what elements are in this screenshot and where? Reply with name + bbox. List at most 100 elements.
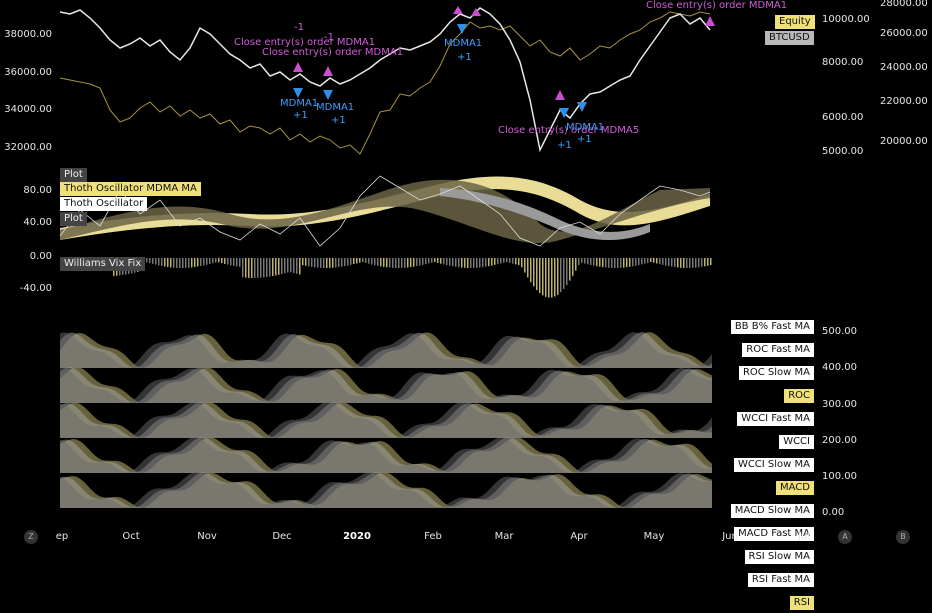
vix-bar [446,258,448,266]
price-tick: 38000.00 [4,29,52,40]
qty-plus: +1 [557,140,572,151]
vix-bar [173,258,175,268]
vix-bar [632,258,634,267]
vix-bar [635,258,637,266]
indicator-wave [60,472,712,508]
legend-rsi: RSI [789,596,814,610]
vix-bar [425,258,427,265]
vix-bar [542,258,544,296]
x-tick: ep [55,531,69,542]
vix-bar [308,258,310,267]
vix-bar [380,258,382,267]
vix-bar [695,258,697,268]
vix-bar [191,258,193,268]
vix-bar [332,258,334,268]
vix-bar [599,258,601,267]
vix-bar [452,258,454,267]
vix-bar [149,258,151,264]
x-tick: Apr [570,531,588,542]
vix-bar [587,258,589,265]
legend-wcci-slow: WCCI Slow MA [733,458,814,472]
bottom-tick: 100.00 [822,471,857,482]
vix-bar [257,258,259,278]
plot-legend: Plot [60,168,87,182]
vix-bar [629,258,631,267]
vix-bar [650,258,652,263]
vix-bar [281,258,283,275]
qty-plus: +1 [457,52,472,63]
vix-bar [677,258,679,268]
vix-bar [605,258,607,268]
vix-bar [320,258,322,268]
vix-bar [503,258,505,263]
vix-bar [296,258,298,274]
vix-bar [647,258,649,263]
vix-bar [368,258,370,264]
vix-bar [680,258,682,268]
vix-bar [311,258,313,267]
vix-bar [206,258,208,265]
sell-marker [471,8,481,16]
vix-bar [626,258,628,268]
vix-bar [197,258,199,267]
vix-bar [386,258,388,268]
vix-bar [374,258,376,266]
vix-bar [545,258,547,297]
vix-bar [314,258,316,268]
btc-tick: 20000.00 [880,136,928,147]
vix-bar [290,258,292,273]
vix-bar [263,258,265,278]
auto-scale-button[interactable]: A [838,530,852,544]
vix-bar [278,258,280,275]
vix-bar [662,258,664,265]
vix-bar [230,258,232,266]
vix-bar [710,258,712,266]
x-tick: 2020 [343,531,371,542]
vix-bar [239,258,241,267]
bottom-tick: 200.00 [822,435,857,446]
vix-bar [305,258,307,266]
vix-bar [158,258,160,266]
legend-bb-fast: BB B% Fast MA [730,320,814,334]
indicator-wave [60,402,712,438]
x-tick: Jun [722,531,738,542]
buy-marker [457,24,467,34]
vix-bar [554,258,556,297]
vix-bar [611,258,613,268]
vix-bar [488,258,490,267]
vix-bar [572,258,574,276]
vix-bar [656,258,658,264]
vix-bar [362,258,364,263]
vix-bar [350,258,352,265]
vix-bar [689,258,691,268]
vix-bar [458,258,460,268]
vix-bar [623,258,625,268]
x-tick: May [643,531,665,542]
legend-macd: MACD [776,481,814,495]
vix-bar [251,258,253,278]
vix-bar [269,258,271,277]
osc-ribbon-dark [60,179,710,244]
vix-bar [533,258,535,287]
osc-tick: 0.00 [29,251,52,262]
qty-minus: -1 [324,32,334,43]
timezone-button[interactable]: Z [24,530,38,544]
sell-marker [705,16,715,26]
vix-bar [365,258,367,263]
vix-bar [704,258,706,267]
vix-bar [548,258,550,298]
vix-bar [593,258,595,266]
x-tick: Jul [797,531,811,542]
log-scale-button[interactable]: B [896,530,910,544]
vix-bar [692,258,694,268]
legend-macd-fast: MACD Fast MA [734,527,814,541]
vix-bar [653,258,655,263]
vix-bar [563,258,565,289]
vix-bar [461,258,463,268]
vix-bar [242,258,244,278]
vix-bar [485,258,487,267]
close-order-label: Close entry(s) order MDMA1 [646,0,788,11]
vix-bar [641,258,643,265]
vix-bar [524,258,526,273]
buy-marker [577,102,587,112]
